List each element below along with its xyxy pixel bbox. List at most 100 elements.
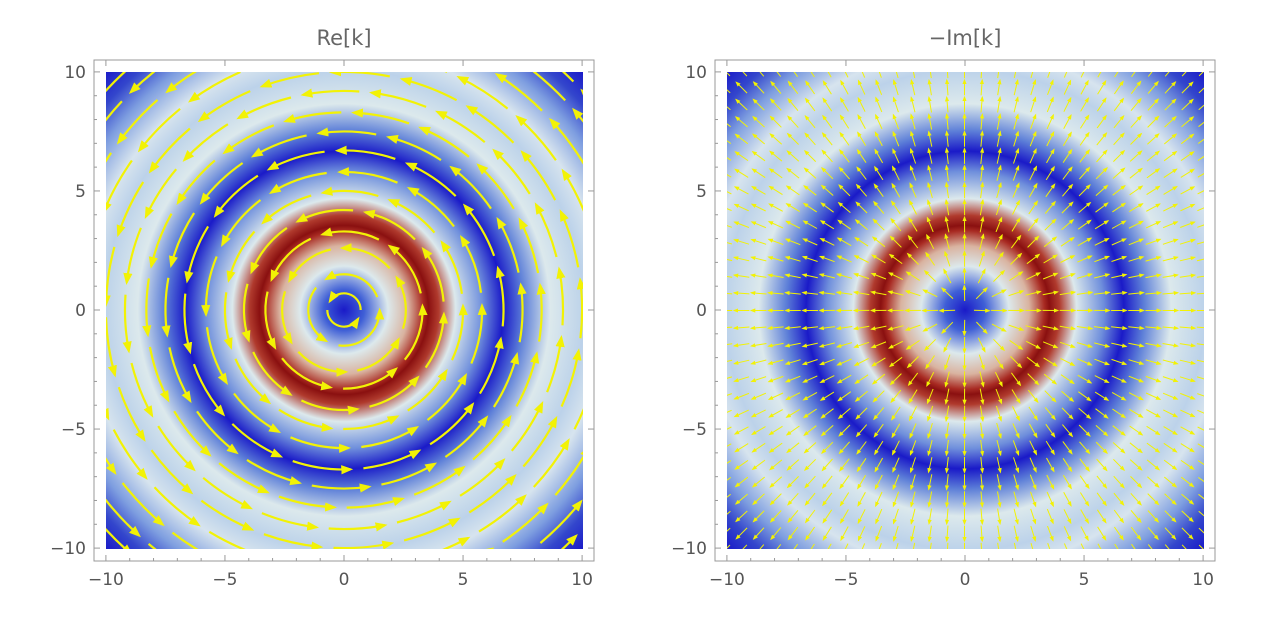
right-vector-arrow bbox=[908, 217, 918, 232]
right-vector-arrow bbox=[751, 133, 766, 145]
left-streamline bbox=[406, 187, 455, 228]
left-streamline bbox=[278, 495, 337, 512]
left-streamline bbox=[546, 334, 565, 393]
right-vector-arrow bbox=[735, 81, 748, 94]
left-streamline bbox=[652, 211, 665, 267]
left-streamline bbox=[226, 230, 256, 283]
left-streamline bbox=[460, 234, 483, 293]
right-vector-arrow bbox=[891, 423, 901, 439]
right-vector-arrow bbox=[1163, 203, 1179, 212]
right-vector-arrow bbox=[784, 256, 801, 262]
right-vector-arrow bbox=[944, 474, 950, 491]
right-vector-arrow bbox=[1130, 476, 1143, 489]
left-streamline bbox=[462, 203, 496, 257]
right-vector-arrow bbox=[733, 409, 749, 418]
right-vector-arrow bbox=[995, 216, 1003, 233]
left-streamline bbox=[274, 607, 332, 615]
right-vector-arrow bbox=[786, 442, 800, 454]
right-vector-arrow bbox=[946, 72, 949, 79]
right-vector-arrow bbox=[994, 233, 1003, 250]
right-vector-arrow bbox=[803, 167, 817, 179]
right-vector-arrow bbox=[926, 233, 935, 250]
right-vector-arrow bbox=[786, 150, 800, 162]
left-streamline bbox=[456, 76, 509, 110]
right-vector-arrow bbox=[769, 115, 782, 128]
right-vector-arrow bbox=[733, 186, 749, 195]
right-vector-arrow bbox=[852, 290, 870, 296]
right-vector-arrow bbox=[1147, 544, 1153, 549]
left-streamline bbox=[401, 0, 457, 6]
right-vector-arrow bbox=[1163, 133, 1178, 145]
right-vector-arrow bbox=[996, 422, 1002, 440]
right-vector-arrow bbox=[802, 375, 818, 383]
left-streamline bbox=[295, 208, 354, 223]
right-vector-arrow bbox=[995, 199, 1002, 216]
right-vector-arrow bbox=[910, 491, 916, 508]
right-vector-arrow bbox=[944, 164, 950, 182]
right-vector-arrow bbox=[923, 269, 937, 282]
left-streamline bbox=[345, 609, 403, 615]
left-streamline bbox=[515, 351, 540, 407]
right-vector-arrow bbox=[1094, 375, 1110, 384]
right-vector-arrow bbox=[853, 341, 870, 348]
right-vector-arrow bbox=[1063, 79, 1072, 95]
left-streamline bbox=[468, 474, 517, 514]
right-vector-arrow bbox=[1130, 526, 1142, 541]
left-y-tick-label: 5 bbox=[75, 182, 86, 202]
right-vector-arrow bbox=[840, 526, 849, 542]
right-vector-arrow bbox=[925, 251, 936, 266]
left-x-tick-label: 10 bbox=[571, 570, 593, 590]
right-vector-arrow bbox=[768, 168, 783, 179]
right-vector-arrow bbox=[1146, 185, 1161, 196]
right-vector-arrow bbox=[742, 544, 748, 549]
right-vector-arrow bbox=[1163, 426, 1178, 436]
right-vector-arrow bbox=[979, 491, 985, 508]
left-streamline bbox=[510, 401, 544, 452]
right-vector-arrow bbox=[1079, 458, 1090, 472]
right-vector-arrow bbox=[1145, 375, 1162, 383]
right-vector-arrow bbox=[1129, 425, 1144, 436]
left-streamline bbox=[292, 460, 354, 475]
right-vector-arrow bbox=[750, 343, 767, 348]
right-vector-arrow bbox=[909, 182, 917, 198]
right-vector-arrow bbox=[1030, 96, 1037, 113]
left-streamline bbox=[478, 336, 504, 395]
right-vector-arrow bbox=[1162, 221, 1179, 229]
right-vector-arrow bbox=[1010, 356, 1023, 369]
right-vector-arrow bbox=[1164, 493, 1177, 506]
left-streamline bbox=[520, 150, 557, 201]
right-vector-arrow bbox=[873, 407, 885, 421]
right-vector-arrow bbox=[1095, 425, 1109, 437]
right-vector-arrow bbox=[1044, 200, 1056, 214]
right-vector-arrow bbox=[1096, 132, 1108, 146]
right-vector-arrow bbox=[1113, 458, 1126, 472]
left-streamline bbox=[165, 72, 197, 94]
right-vector-arrow bbox=[944, 457, 950, 474]
right-vector-arrow bbox=[1163, 459, 1178, 471]
right-vector-arrow bbox=[734, 443, 749, 453]
left-streamline bbox=[395, 275, 407, 330]
right-vector-arrow bbox=[1128, 375, 1145, 383]
right-vector-arrow bbox=[819, 375, 835, 384]
right-vector-arrow bbox=[1130, 97, 1142, 112]
right-vector-arrow bbox=[1096, 509, 1107, 524]
right-vector-arrow bbox=[1162, 256, 1179, 262]
right-vector-arrow bbox=[1111, 273, 1128, 279]
left-streamline bbox=[197, 90, 251, 123]
right-vector-arrow bbox=[821, 149, 833, 163]
right-vector-arrow bbox=[767, 221, 784, 229]
right-vector-arrow bbox=[1162, 359, 1179, 365]
right-vector-arrow bbox=[734, 116, 748, 128]
right-vector-arrow bbox=[895, 542, 899, 549]
right-vector-arrow bbox=[1128, 325, 1145, 331]
right-vector-arrow bbox=[727, 72, 731, 77]
right-vector-arrow bbox=[751, 442, 766, 453]
left-streamline bbox=[234, 358, 272, 405]
right-vector-arrow bbox=[872, 218, 885, 231]
left-streamline bbox=[560, 348, 582, 408]
left-streamline bbox=[201, 256, 218, 317]
right-vector-arrow bbox=[787, 509, 799, 524]
right-vector-arrow bbox=[909, 199, 918, 215]
right-vector-arrow bbox=[875, 96, 883, 113]
right-y-tick-label: 5 bbox=[696, 182, 707, 202]
